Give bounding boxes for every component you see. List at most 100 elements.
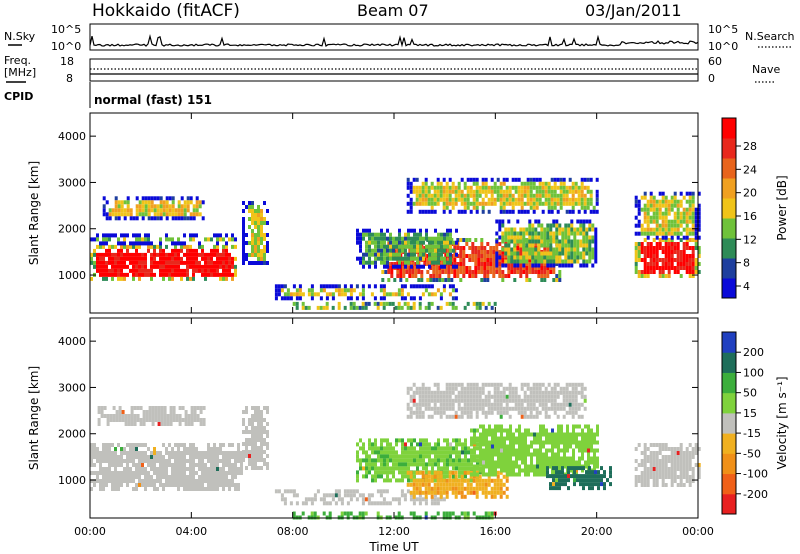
power-cell — [93, 252, 96, 257]
velocity-cell — [183, 447, 186, 451]
power-cell — [385, 301, 389, 306]
velocity-cell — [572, 448, 575, 453]
power-cell — [688, 238, 692, 242]
velocity-cell — [257, 450, 260, 454]
velocity-cell — [251, 442, 254, 446]
power-cell — [582, 259, 586, 264]
velocity-cell — [566, 436, 569, 441]
velocity-cell — [108, 459, 111, 463]
velocity-cell — [201, 467, 204, 471]
velocity-cell — [260, 434, 263, 438]
power-cell — [655, 246, 659, 250]
velocity-cell — [240, 459, 243, 463]
velocity-cell — [460, 390, 464, 395]
velocity-cell — [529, 410, 533, 415]
velocity-cell — [451, 398, 455, 403]
velocity-cell — [578, 460, 581, 465]
power-cell — [448, 185, 452, 190]
velocity-cell — [112, 414, 116, 418]
velocity-cell — [90, 451, 93, 455]
power-cell — [251, 201, 254, 205]
velocity-cell — [487, 478, 491, 483]
power-cell — [389, 256, 392, 261]
power-cell — [374, 240, 377, 245]
power-cell — [513, 270, 517, 274]
velocity-cell — [476, 442, 479, 447]
velocity-cell — [416, 462, 419, 467]
power-cell — [251, 237, 254, 241]
power-cell — [558, 223, 562, 228]
power-cell — [398, 256, 401, 261]
power-cell — [697, 191, 701, 196]
velocity-cell — [386, 454, 389, 459]
power-cell — [177, 241, 180, 246]
power-cell — [589, 197, 593, 202]
power-cell — [442, 189, 446, 194]
power-cell — [502, 209, 506, 214]
power-cell — [340, 292, 344, 297]
velocity-cell — [541, 390, 545, 395]
power-cell — [454, 193, 458, 198]
velocity-cell — [93, 447, 96, 451]
power-cell — [697, 246, 701, 250]
velocity-cell — [413, 450, 416, 455]
velocity-cell — [563, 460, 566, 465]
power-cell — [150, 200, 154, 205]
power-cell — [225, 260, 228, 265]
power-cell — [349, 305, 353, 310]
power-cell — [331, 305, 335, 310]
power-cell — [495, 239, 499, 244]
velocity-cell — [546, 466, 549, 471]
power-cell — [537, 266, 541, 270]
velocity-cell — [496, 386, 500, 391]
power-cell — [216, 244, 219, 249]
power-cell — [646, 231, 650, 236]
power-cell — [441, 278, 445, 282]
power-cell — [514, 201, 518, 206]
power-cell — [195, 268, 198, 273]
velocity-cell — [497, 460, 500, 465]
power-cell — [108, 237, 111, 242]
velocity-cell — [245, 446, 248, 450]
velocity-cell — [526, 382, 530, 387]
velocity-cell — [430, 490, 434, 495]
power-cell — [201, 256, 204, 261]
power-cell — [585, 247, 589, 252]
power-cell — [365, 240, 368, 245]
power-cell — [504, 247, 508, 252]
velocity-cell — [416, 454, 419, 459]
power-cell — [522, 266, 526, 270]
power-cell — [456, 262, 460, 266]
velocity-cell — [368, 466, 371, 471]
velocity-cell — [248, 442, 251, 446]
power-cell — [362, 232, 365, 237]
velocity-cell — [532, 406, 536, 411]
velocity-cell — [457, 478, 461, 483]
power-cell — [141, 264, 144, 269]
velocity-cell — [237, 483, 240, 487]
power-cell — [499, 201, 503, 206]
velocity-cell — [479, 452, 482, 457]
power-cell — [550, 193, 554, 198]
velocity-cell — [189, 471, 192, 475]
power-cell — [540, 231, 544, 236]
power-cell — [442, 197, 446, 202]
velocity-cell — [566, 448, 569, 453]
power-cell — [670, 258, 674, 262]
velocity-cell — [581, 456, 584, 461]
power-cell — [576, 251, 580, 256]
power-cell — [481, 189, 485, 194]
power-cell — [430, 181, 434, 186]
velocity-cell — [436, 490, 440, 495]
power-cell — [422, 248, 425, 253]
velocity-cell — [177, 463, 180, 467]
power-cell — [177, 264, 180, 269]
power-cell — [538, 177, 542, 182]
velocity-cell — [254, 426, 257, 430]
velocity-cell — [386, 446, 389, 451]
power-cell — [525, 262, 529, 266]
power-cell — [410, 264, 413, 269]
power-cell — [555, 259, 559, 264]
power-cell — [585, 227, 589, 232]
power-cell — [573, 243, 577, 248]
